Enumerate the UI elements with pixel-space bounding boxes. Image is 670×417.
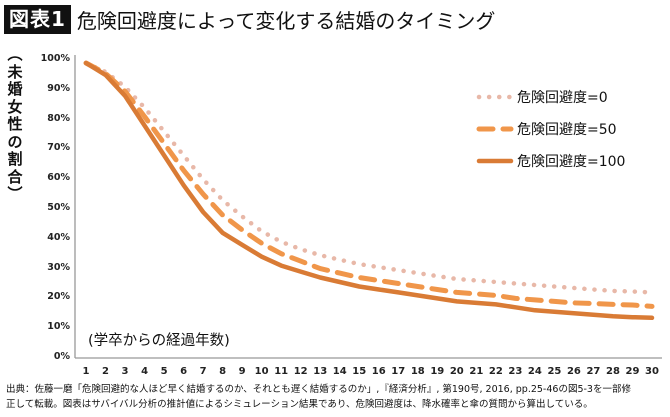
y-tick-label: 30% xyxy=(47,261,70,273)
x-tick-label: 9 xyxy=(238,366,246,377)
y-axis-label-char: ︵ xyxy=(7,45,23,63)
y-tick-label: 90% xyxy=(47,82,70,94)
x-tick-label: 20 xyxy=(449,366,464,377)
series-line-dotted xyxy=(83,60,655,295)
legend-swatch-dotted xyxy=(476,94,514,100)
x-tick-label: 19 xyxy=(430,366,445,377)
series-line-solid xyxy=(83,60,655,321)
x-tick-label: 14 xyxy=(332,366,347,377)
x-tick-label: 21 xyxy=(469,366,484,377)
figure-badge: 図表1 xyxy=(4,4,71,34)
source-line-1: 出典：佐藤一磨「危険回避的な人ほど早く結婚するのか、それとも遅く結婚するのか」,… xyxy=(6,384,631,395)
y-axis-label-char: ︶ xyxy=(7,185,23,203)
x-tick-label: 16 xyxy=(371,366,386,377)
x-tick-label: 5 xyxy=(160,366,168,377)
x-tick-label: 30 xyxy=(645,366,659,377)
x-tick-label: 1 xyxy=(82,366,90,377)
y-tick-label: 10% xyxy=(47,321,70,333)
y-tick-label: 0% xyxy=(53,351,70,362)
x-tick-label: 13 xyxy=(313,366,328,377)
legend-swatch-solid xyxy=(476,158,514,164)
y-axis-label-char: 婚 xyxy=(7,80,23,98)
x-tick-label: 8 xyxy=(219,366,227,377)
chart-title: 危険回避度によって変化する結婚のタイミング xyxy=(76,8,496,33)
x-tick-label: 10 xyxy=(254,366,269,377)
x-tick-label: 15 xyxy=(352,366,367,377)
x-axis-label: (学卒からの経過年数) xyxy=(88,333,230,349)
y-axis-label-char: 女 xyxy=(7,97,23,116)
legend-label: 危険回避度=50 xyxy=(517,122,617,138)
legend-item: 危険回避度=0 xyxy=(475,87,608,107)
y-axis-label-char: 割 xyxy=(7,150,23,168)
x-tick-label: 27 xyxy=(586,366,601,377)
x-tick-label: 23 xyxy=(508,366,523,377)
y-axis-label-char: 未 xyxy=(7,62,23,81)
x-tick-label: 22 xyxy=(488,366,503,377)
chart-header: 図表1 危険回避度によって変化する結婚のタイミング xyxy=(4,4,495,34)
x-tick-label: 25 xyxy=(547,366,562,377)
x-tick-label: 2 xyxy=(102,366,109,377)
legend-item: 危険回避度=100 xyxy=(475,151,625,171)
legend-item: 危険回避度=50 xyxy=(475,119,617,139)
y-tick-label: 70% xyxy=(47,142,70,154)
x-tick-label: 29 xyxy=(625,366,640,377)
y-tick-label: 60% xyxy=(47,172,70,184)
x-tick-label: 28 xyxy=(605,366,620,377)
legend-swatch-dashed xyxy=(476,126,514,132)
x-tick-label: 18 xyxy=(410,366,425,377)
y-axis-label-char: 性 xyxy=(7,115,23,133)
y-tick-label: 20% xyxy=(47,291,70,303)
x-tick-label: 3 xyxy=(121,366,129,377)
y-axis-label: ︵ 未婚女性の割合 ︶ xyxy=(6,45,24,204)
x-tick-label: 17 xyxy=(391,366,406,377)
source-line-2: 正して転載。図表はサバイバル分析の推計値によるシミュレーション結果であり、危険回… xyxy=(6,398,593,410)
x-tick-label: 11 xyxy=(274,366,289,377)
legend-label: 危険回避度=0 xyxy=(517,90,608,106)
y-tick-label: 80% xyxy=(47,112,70,124)
x-tick-label: 26 xyxy=(566,366,581,377)
y-axis-label-char: の xyxy=(7,132,23,151)
y-tick-label: 50% xyxy=(47,202,70,213)
y-tick-label: 40% xyxy=(47,231,70,243)
legend-label: 危険回避度=100 xyxy=(517,154,626,170)
x-tick-label: 12 xyxy=(293,366,308,377)
y-tick-label: 100% xyxy=(40,53,70,64)
x-tick-label: 7 xyxy=(199,366,207,377)
y-axis-label-char: 合 xyxy=(7,167,23,186)
x-tick-label: 6 xyxy=(180,366,188,377)
series-line-dashed xyxy=(83,60,655,309)
x-tick-label: 24 xyxy=(527,366,542,377)
source-note: 出典：佐藤一磨「危険回避的な人ほど早く結婚するのか、それとも遅く結婚するのか」,… xyxy=(6,383,670,412)
x-tick-label: 4 xyxy=(141,366,149,377)
